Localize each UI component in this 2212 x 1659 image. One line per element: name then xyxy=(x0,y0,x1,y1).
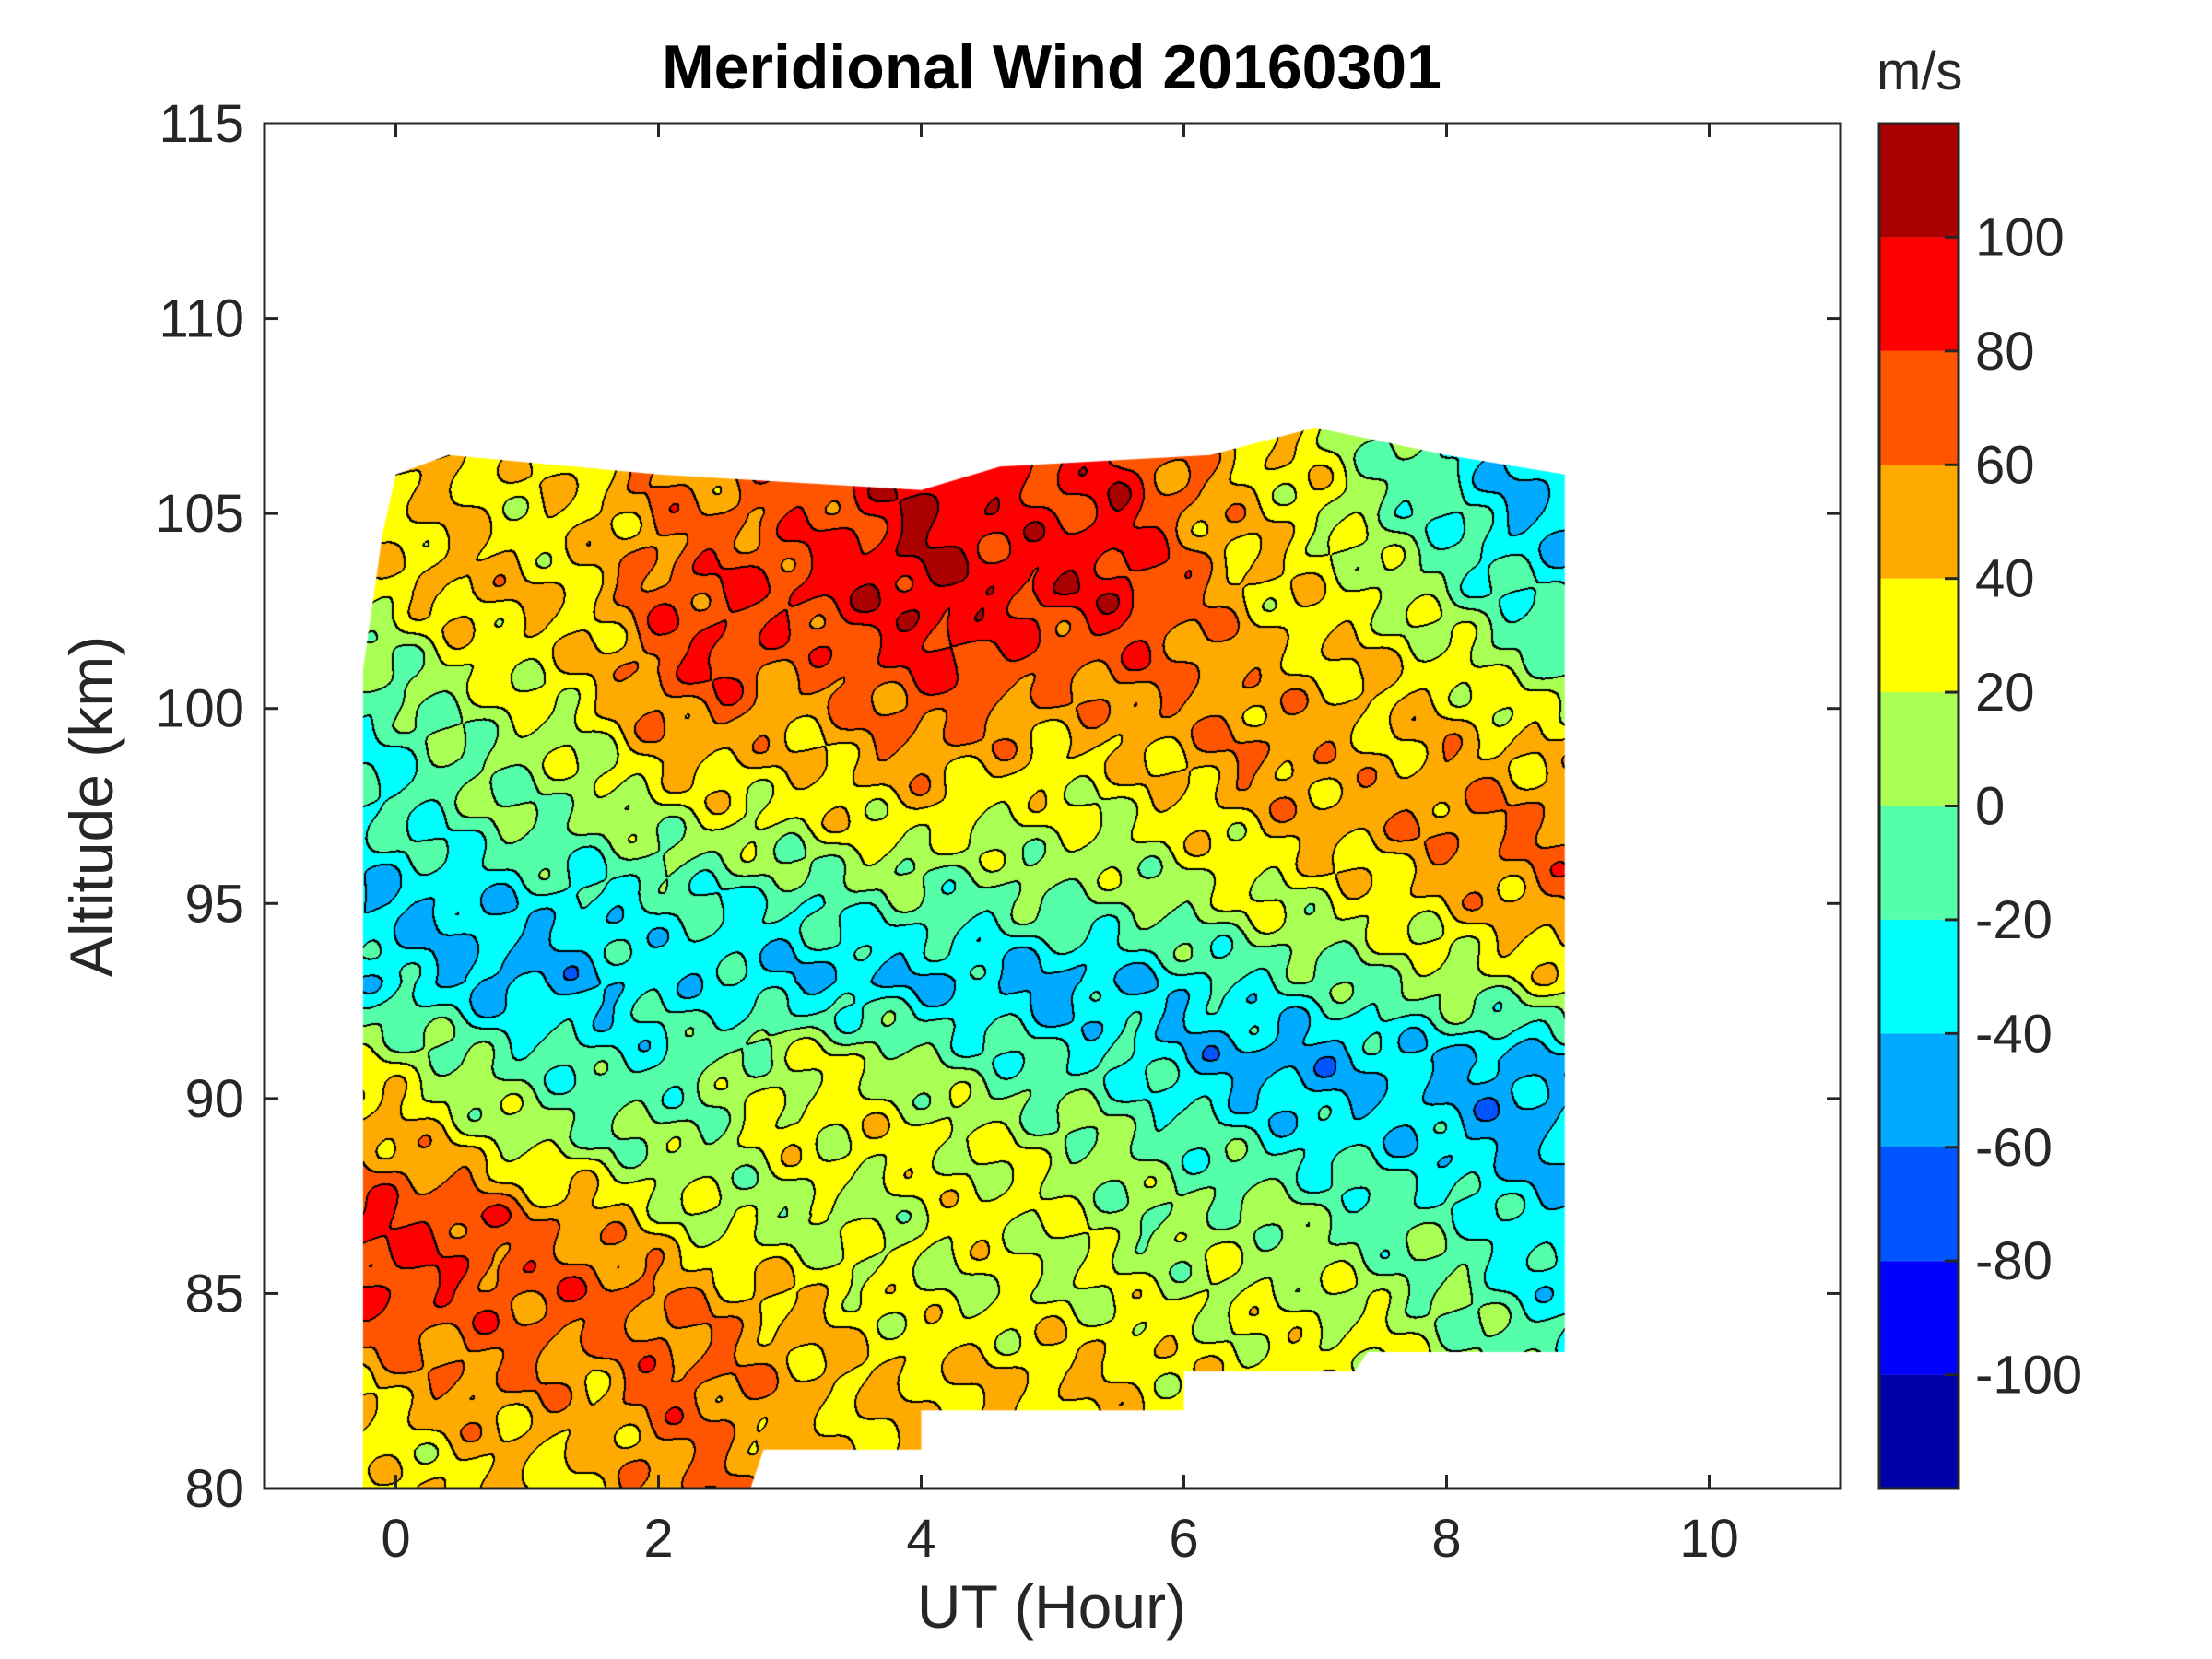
colorbar-band xyxy=(1879,465,1959,579)
colorbar-band xyxy=(1879,350,1959,465)
colorbar-tick-label: -40 xyxy=(1975,1004,2053,1064)
y-axis-label: Altitude (km) xyxy=(57,636,125,977)
x-tick-label: 2 xyxy=(643,1509,673,1569)
y-tick-label: 100 xyxy=(155,679,244,739)
colorbar-tick-label: -80 xyxy=(1975,1231,2053,1291)
colorbar-label: m/s xyxy=(1877,41,1962,101)
colorbar-band xyxy=(1879,237,1959,351)
colorbar-band xyxy=(1879,1374,1959,1488)
colorbar-band xyxy=(1879,692,1959,806)
x-axis-ticks: 0 2 4 6 8 10 xyxy=(381,124,1739,1569)
colorbar-band xyxy=(1879,1033,1959,1147)
colorbar-tick-label: -20 xyxy=(1975,890,2053,950)
colorbar-band xyxy=(1879,919,1959,1034)
x-axis-label: UT (Hour) xyxy=(917,1572,1186,1641)
colorbar: -100 -80 -60 -40 -20 0 20 40 60 80 100 xyxy=(1877,122,2082,1490)
colorbar-tick-label: -100 xyxy=(1975,1346,2082,1406)
y-tick-label: 95 xyxy=(184,874,244,934)
colorbar-tick-label: 0 xyxy=(1975,777,2005,837)
colorbar-band xyxy=(1879,124,1959,238)
colorbar-tick-label: 100 xyxy=(1975,207,2065,267)
colorbar-tick-label: 60 xyxy=(1975,435,2035,495)
x-tick-label: 0 xyxy=(381,1509,410,1569)
colorbar-band xyxy=(1879,1147,1959,1262)
x-tick-label: 10 xyxy=(1679,1509,1739,1569)
chart-title: Meridional Wind 20160301 xyxy=(662,32,1441,102)
contour-field xyxy=(265,124,1841,1488)
x-tick-label: 8 xyxy=(1431,1509,1461,1569)
colorbar-band xyxy=(1879,578,1959,693)
colorbar-tick-label: 20 xyxy=(1975,663,2035,723)
colorbar-band xyxy=(1879,1261,1959,1375)
colorbar-tick-label: -60 xyxy=(1975,1118,2053,1178)
y-tick-label: 90 xyxy=(184,1069,244,1129)
colorbar-band xyxy=(1879,806,1959,920)
axes-box xyxy=(263,122,1842,1490)
x-tick-label: 4 xyxy=(906,1509,935,1569)
y-tick-label: 115 xyxy=(159,94,244,154)
y-tick-label: 85 xyxy=(184,1264,244,1324)
y-tick-label: 110 xyxy=(159,289,244,349)
colorbar-tick-label: 40 xyxy=(1975,549,2035,609)
y-tick-label: 80 xyxy=(184,1459,244,1519)
y-axis-ticks: 80 85 90 95 100 105 110 115 xyxy=(155,94,1841,1519)
y-tick-label: 105 xyxy=(155,484,244,544)
x-tick-label: 6 xyxy=(1169,1509,1198,1569)
colorbar-tick-label: 80 xyxy=(1975,322,2035,382)
